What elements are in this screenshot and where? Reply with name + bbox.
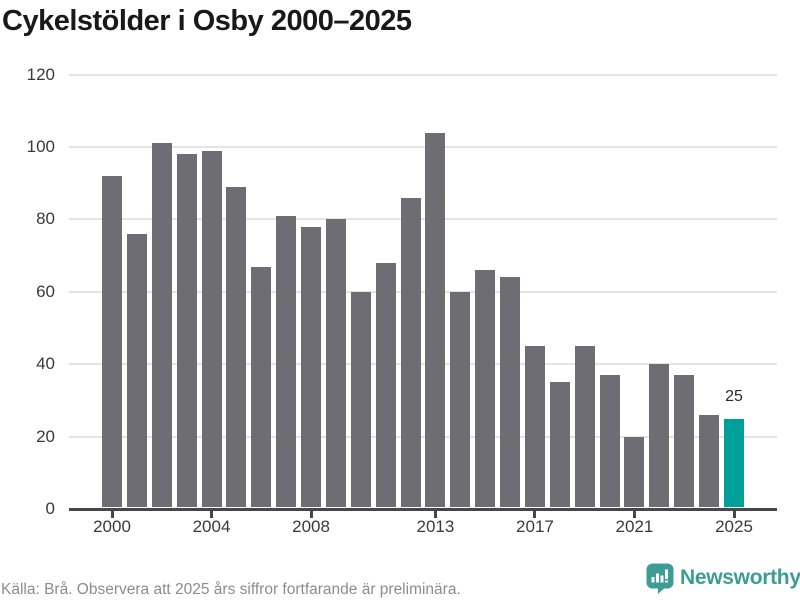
y-axis-tick-label: 120 xyxy=(26,64,55,84)
bar-2008 xyxy=(301,226,322,508)
bar-2017 xyxy=(524,346,545,508)
x-axis-tick-label: 2000 xyxy=(93,517,131,536)
bar-2021 xyxy=(624,436,645,508)
bar-2020 xyxy=(599,375,620,508)
gridline-80 xyxy=(68,218,777,221)
x-axis-tick-label: 2008 xyxy=(292,517,330,536)
newsworthy-logo: Newsworthy xyxy=(646,561,800,595)
y-axis-tick-label: 0 xyxy=(45,499,55,518)
source-note: Källa: Brå. Observera att 2025 års siffr… xyxy=(1,581,461,598)
x-axis-tick-label: 2021 xyxy=(615,517,654,536)
bar-2007 xyxy=(276,215,297,508)
x-axis-tick xyxy=(533,510,537,518)
gridline-120 xyxy=(68,73,777,76)
bar-2022 xyxy=(649,364,670,508)
x-axis-tick xyxy=(110,510,114,518)
bar-2002 xyxy=(151,143,172,508)
bar-2011 xyxy=(375,262,396,508)
x-axis-tick-label: 2004 xyxy=(192,517,231,536)
bar-highlighted-2025 xyxy=(724,418,744,508)
bar-2010 xyxy=(350,291,371,508)
bar-2009 xyxy=(325,219,346,508)
x-axis-tick xyxy=(732,510,736,518)
bar-2001 xyxy=(126,233,147,508)
x-axis-tick xyxy=(433,510,437,518)
bar-2023 xyxy=(674,375,695,508)
y-axis-tick-label: 40 xyxy=(36,354,55,374)
bar-2005 xyxy=(226,186,247,508)
bar-2019 xyxy=(574,346,595,508)
chart-title: Cykelstölder i Osby 2000–2025 xyxy=(2,5,412,37)
bar-2000 xyxy=(102,176,122,508)
bar-2016 xyxy=(500,277,521,508)
brand-name: Newsworthy xyxy=(680,566,800,589)
y-axis-tick-label: 20 xyxy=(36,426,55,446)
x-axis-tick xyxy=(210,510,214,518)
newsworthy-bar-chart-bubble-icon xyxy=(646,563,674,594)
gridline-40 xyxy=(68,363,777,366)
gridline-100 xyxy=(68,146,777,149)
bar-2015 xyxy=(475,270,496,508)
y-axis-tick-label: 60 xyxy=(36,281,55,301)
bar-2003 xyxy=(176,154,197,508)
x-axis-tick xyxy=(632,510,636,518)
bar-2012 xyxy=(400,197,421,508)
x-axis-tick-label: 2025 xyxy=(715,517,753,536)
y-axis-tick-label: 100 xyxy=(26,137,55,157)
bar-2018 xyxy=(549,382,570,508)
bar-2006 xyxy=(251,266,272,508)
gridline-20 xyxy=(68,435,777,438)
x-axis-tick-label: 2017 xyxy=(516,517,554,536)
bar-2004 xyxy=(201,150,222,508)
x-axis-baseline xyxy=(68,507,777,511)
x-axis-tick-label: 2013 xyxy=(416,517,455,536)
bar-2024 xyxy=(699,414,720,508)
y-axis-tick-label: 80 xyxy=(36,209,55,229)
bar-2013 xyxy=(425,132,446,508)
bar-2014 xyxy=(450,291,471,508)
x-axis-tick xyxy=(309,510,313,518)
gridline-60 xyxy=(68,290,777,293)
bar-value-label: 25 xyxy=(725,387,743,405)
